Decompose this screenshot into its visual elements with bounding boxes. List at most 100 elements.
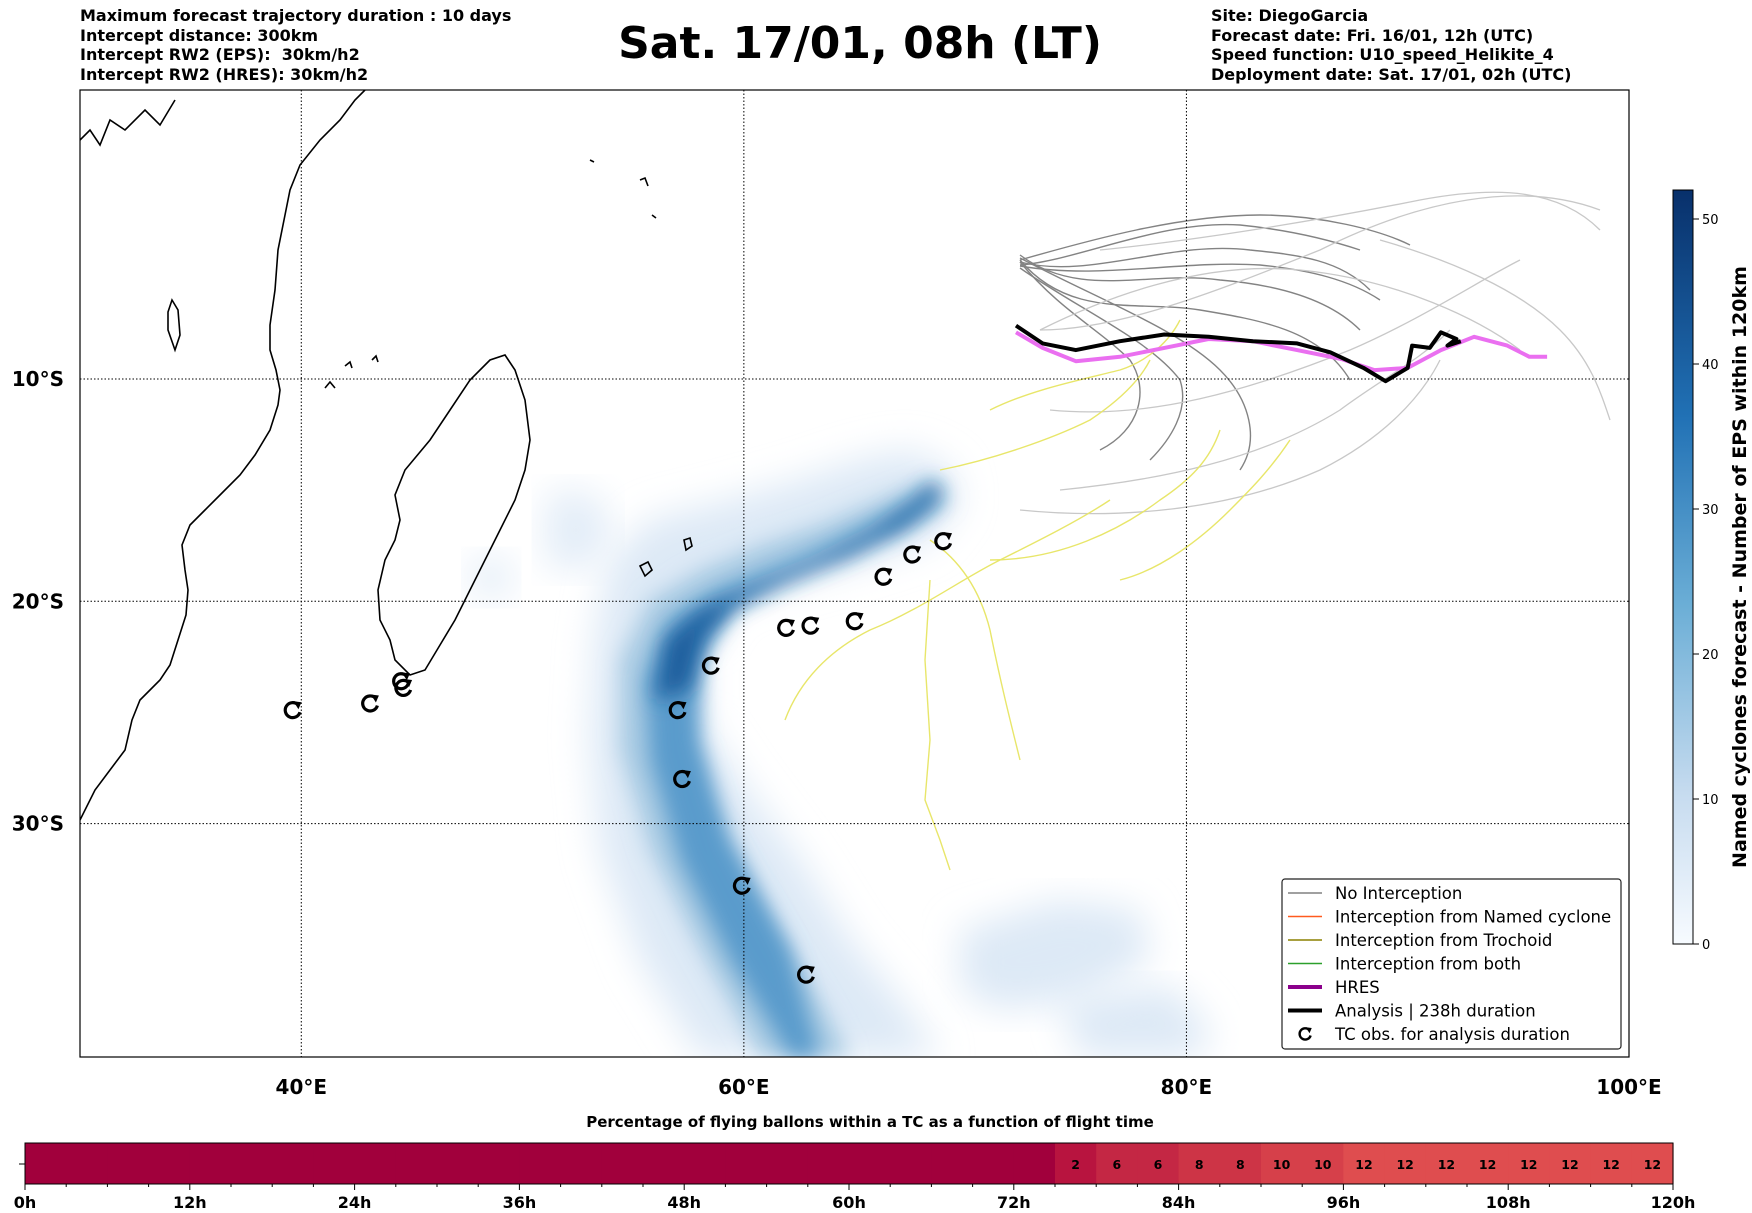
legend-item: No Interception xyxy=(1288,884,1462,903)
colorbar-tick-label: 20 xyxy=(1702,648,1719,663)
trochoid-interception-tracks xyxy=(784,319,1291,871)
strip-cell-label: 12 xyxy=(1561,1157,1578,1172)
strip-cell xyxy=(684,1143,726,1184)
strip-cell-label: 8 xyxy=(1236,1157,1245,1172)
legend-item: Interception from both xyxy=(1288,955,1521,974)
strip-cell xyxy=(849,1143,891,1184)
strip-tick-label: 36h xyxy=(503,1193,537,1212)
x-tick-label: 40°E xyxy=(276,1075,328,1099)
colorbar-tick-label: 0 xyxy=(1702,938,1710,953)
legend-item: Interception from Trochoid xyxy=(1288,931,1552,950)
tc-observation-marker xyxy=(283,701,302,720)
strip-cell xyxy=(107,1143,150,1184)
y-tick-label: 20°S xyxy=(12,589,64,613)
island-zanzibar xyxy=(167,298,181,353)
strip-cell xyxy=(1467,1143,1509,1184)
info-line: Intercept RW2 (EPS): 30km/h2 xyxy=(80,45,360,64)
gridlines xyxy=(80,90,1629,1057)
strip-cell xyxy=(1508,1143,1550,1184)
tc-observation-marker xyxy=(392,672,410,691)
tc-observation-marker xyxy=(732,876,751,895)
map-axis-labels: 40°E 60°E 80°E 100°E 10°S 20°S 30°S xyxy=(12,367,1662,1099)
legend-label: No Interception xyxy=(1335,884,1462,903)
strip-cell xyxy=(395,1143,438,1184)
info-line: Intercept distance: 300km xyxy=(80,25,319,45)
strip-cell-label: 12 xyxy=(1644,1157,1661,1172)
legend-item: Analysis | 238h duration xyxy=(1288,1002,1536,1021)
colorbar-tick-label: 30 xyxy=(1702,503,1719,518)
y-tick-label: 30°S xyxy=(12,812,64,836)
map-frame xyxy=(79,89,1630,1058)
tc-observation-marker xyxy=(801,616,820,635)
tc-observation-marker xyxy=(668,701,687,720)
strip-cell xyxy=(519,1143,562,1184)
strip-cell-label: 10 xyxy=(1273,1157,1291,1172)
colorbar-tick-label: 10 xyxy=(1702,793,1719,808)
strip-cell xyxy=(1055,1143,1097,1184)
strip-cell xyxy=(1219,1143,1262,1184)
coastlines xyxy=(80,90,693,821)
strip-cell xyxy=(601,1143,644,1184)
strip-tick-label: 60h xyxy=(832,1193,866,1212)
chart-title: Sat. 17/01, 08h (LT) xyxy=(618,18,1102,69)
tc-observation-marker xyxy=(845,612,864,631)
tc-observation-markers xyxy=(283,532,953,984)
strip-cell-label: 2 xyxy=(1071,1157,1080,1172)
strip-cell xyxy=(478,1143,520,1184)
strip-cell xyxy=(1178,1143,1221,1184)
seychelles-islands xyxy=(589,159,657,219)
tc-observation-marker xyxy=(797,965,815,984)
info-line: Forecast date: Fri. 16/01, 12h (UTC) xyxy=(1211,25,1534,45)
strip-cell-label: 12 xyxy=(1479,1157,1496,1172)
tc-observation-marker xyxy=(361,694,379,713)
strip-cell xyxy=(1261,1143,1303,1184)
analysis-track xyxy=(1014,323,1462,384)
strip-cell xyxy=(807,1143,850,1184)
strip-cell xyxy=(1631,1143,1674,1184)
tc-observation-marker xyxy=(701,656,720,675)
info-line: Site: DiegoGarcia xyxy=(1211,6,1369,25)
info-line: Maximum forecast trajectory duration : 1… xyxy=(80,6,512,25)
legend-item: TC obs. for analysis duration xyxy=(1298,1025,1570,1044)
strip-cell xyxy=(560,1143,603,1184)
strip-cell xyxy=(1302,1143,1344,1184)
tc-observation-marker xyxy=(903,545,922,564)
no-interception-tracks xyxy=(1019,214,1411,471)
tc-observation-marker xyxy=(777,618,795,637)
madagascar-coastline xyxy=(377,354,531,676)
strip-tick-label: 24h xyxy=(338,1193,372,1212)
tc-observation-marker xyxy=(934,532,953,551)
info-line: Intercept RW2 (HRES): 30km/h2 xyxy=(80,64,369,84)
strip-tick-label: 12h xyxy=(173,1193,207,1212)
colorbar-gradient xyxy=(1672,189,1694,945)
strip-cell xyxy=(1343,1143,1386,1184)
strip-cell xyxy=(1137,1143,1180,1184)
strip-cell xyxy=(725,1143,768,1184)
strip-cell-label: 12 xyxy=(1438,1157,1455,1172)
legend: No Interception Interception from Named c… xyxy=(1281,878,1622,1050)
trajectories xyxy=(784,191,1611,871)
strip-title: Percentage of flying ballons within a TC… xyxy=(586,1113,1154,1131)
strip-cell xyxy=(437,1143,479,1184)
strip-cell xyxy=(231,1143,273,1184)
strip-cell xyxy=(931,1143,974,1184)
hres-track xyxy=(1014,330,1548,373)
strip-cell xyxy=(890,1143,932,1184)
x-tick-label: 100°E xyxy=(1596,1075,1661,1099)
strip-tick-label: 108h xyxy=(1486,1193,1531,1212)
legend-item: Interception from Named cyclone xyxy=(1288,908,1611,927)
strip-cell xyxy=(1384,1143,1427,1184)
legend-item: HRES xyxy=(1288,978,1380,997)
colorbar-tick-label: 40 xyxy=(1702,358,1719,373)
tc-observation-marker xyxy=(673,769,691,789)
strip-cell xyxy=(643,1143,685,1184)
legend-label: TC obs. for analysis duration xyxy=(1334,1025,1570,1044)
reunion-island xyxy=(683,536,693,552)
strip-tick-label: 48h xyxy=(667,1193,701,1212)
strip-cell-label: 6 xyxy=(1154,1157,1163,1172)
tc-observation-marker xyxy=(874,567,893,586)
mauritius-island xyxy=(638,560,653,578)
strip-cell-label: 8 xyxy=(1195,1157,1204,1172)
strip-tick-label: 72h xyxy=(997,1193,1031,1212)
strip-cell xyxy=(972,1143,1015,1184)
